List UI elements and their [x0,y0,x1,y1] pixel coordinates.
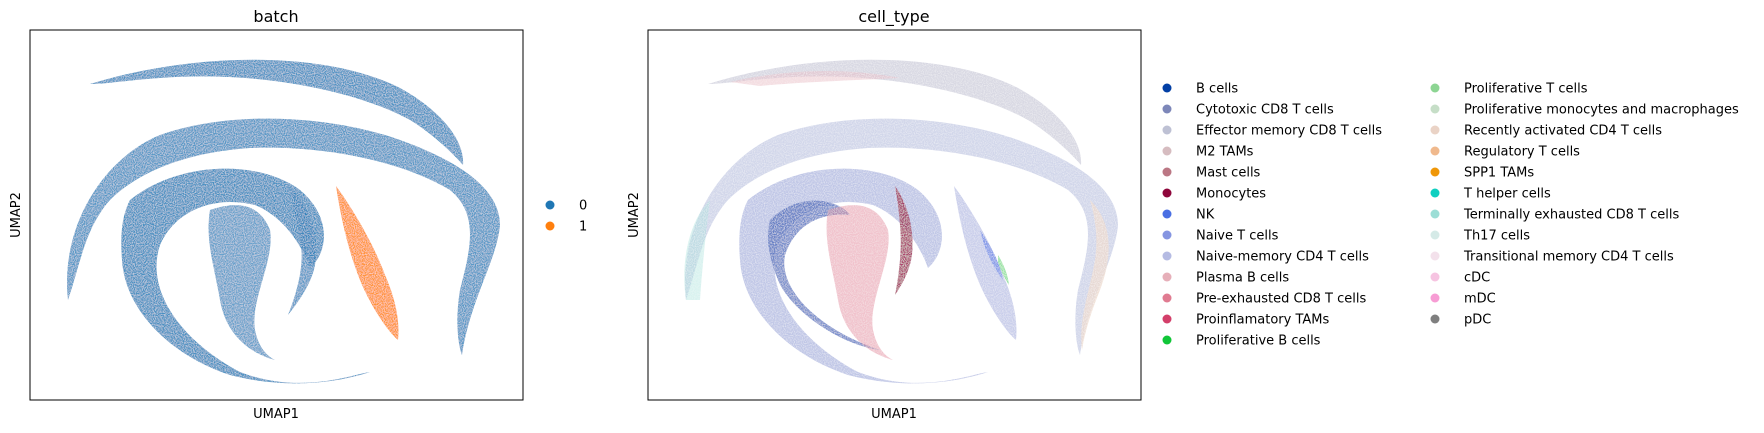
legend-marker [1162,83,1172,93]
legend-marker [1430,104,1440,114]
celltype-right-peach [1081,200,1109,350]
legend-label: Plasma B cells [1196,271,1289,286]
legend-label: pDC [1464,313,1491,328]
batch0-inner-band2 [208,205,275,360]
legend-label: Cytotoxic CD8 T cells [1196,103,1334,118]
celltype-left-teal [684,200,710,300]
legend-marker [1162,293,1172,303]
legend-marker [1162,272,1172,282]
celltype-panel: cell_type UMAP1 UMAP2 B cells Cytotoxic C… [627,7,1739,422]
legend-marker [545,221,555,231]
batch-scatter [66,59,500,384]
legend-marker [1430,272,1440,282]
celltype-top-arc [708,59,1082,165]
legend-marker [1162,209,1172,219]
legend-label: mDC [1464,292,1496,307]
legend-label: Monocytes [1196,187,1266,202]
legend-label: Terminally exhausted CD8 T cells [1463,208,1679,223]
legend-marker [1430,251,1440,261]
legend-label: 1 [579,220,587,235]
legend-marker [1162,335,1172,345]
celltype-nk-streak [980,230,1003,280]
legend-label: Proliferative monocytes and macrophages [1464,103,1739,118]
legend-label: Proinflamatory TAMs [1196,313,1330,328]
legend-label: Regulatory T cells [1464,145,1580,160]
legend-marker [1430,167,1440,177]
legend-label: Mast cells [1196,166,1261,181]
legend-label: Pre-exhausted CD8 T cells [1196,292,1366,307]
batch-panel: batch UMAP1 UMAP2 01 [9,7,587,422]
batch-ylabel: UMAP2 [9,192,24,238]
celltype-monocytes-streak [895,186,913,295]
batch1-streak [336,186,399,340]
legend-marker [1430,188,1440,198]
celltype-spp1-streak [954,186,1017,340]
legend-label: NK [1196,208,1215,223]
celltype-top-arc-pink [730,71,900,86]
legend-label: B cells [1196,82,1238,97]
celltype-bcell-streak [767,200,880,350]
legend-label: Th17 cells [1463,229,1530,244]
celltype-xlabel: UMAP1 [871,407,917,422]
legend-label: 0 [579,199,587,214]
legend-marker [545,200,555,210]
legend-marker [1162,188,1172,198]
batch-legend: 01 [545,199,587,235]
celltype-axes-frame [647,29,1142,401]
legend-marker [1430,209,1440,219]
legend-marker [1162,146,1172,156]
celltype-scatter [684,59,1118,384]
celltype-title: cell_type [858,7,929,27]
legend-label: M2 TAMs [1196,145,1254,160]
legend-marker [1430,314,1440,324]
celltype-ylabel: UMAP2 [627,192,642,238]
batch0-top-arc [90,59,464,165]
legend-marker [1430,230,1440,240]
legend-label: Effector memory CD8 T cells [1196,124,1382,139]
batch0-right-hook [288,188,316,315]
legend-label: Naive-memory CD4 T cells [1196,250,1369,265]
batch-title: batch [253,7,298,26]
legend-label: Proliferative B cells [1196,334,1321,349]
legend-label: Naive T cells [1196,229,1279,244]
celltype-inner-swirl [739,168,988,384]
celltype-pink-band [826,205,893,360]
batch-axes-frame [29,29,524,401]
batch-xlabel: UMAP1 [253,407,299,422]
legend-marker [1162,104,1172,114]
legend-marker [1162,167,1172,177]
legend-marker [1162,230,1172,240]
celltype-green-streak [998,255,1009,285]
legend-marker [1430,146,1440,156]
legend-marker [1162,314,1172,324]
legend-label: SPP1 TAMs [1464,166,1534,181]
legend-marker [1162,251,1172,261]
legend-marker [1430,83,1440,93]
legend-marker [1430,125,1440,135]
legend-label: T helper cells [1463,187,1551,202]
legend-label: cDC [1464,271,1490,286]
legend-label: Transitional memory CD4 T cells [1463,250,1674,265]
legend-marker [1162,125,1172,135]
celltype-legend: B cells Cytotoxic CD8 T cells Effector mem… [1162,82,1739,349]
legend-marker [1430,293,1440,303]
legend-label: Proliferative T cells [1464,82,1588,97]
legend-label: Recently activated CD4 T cells [1464,124,1662,139]
